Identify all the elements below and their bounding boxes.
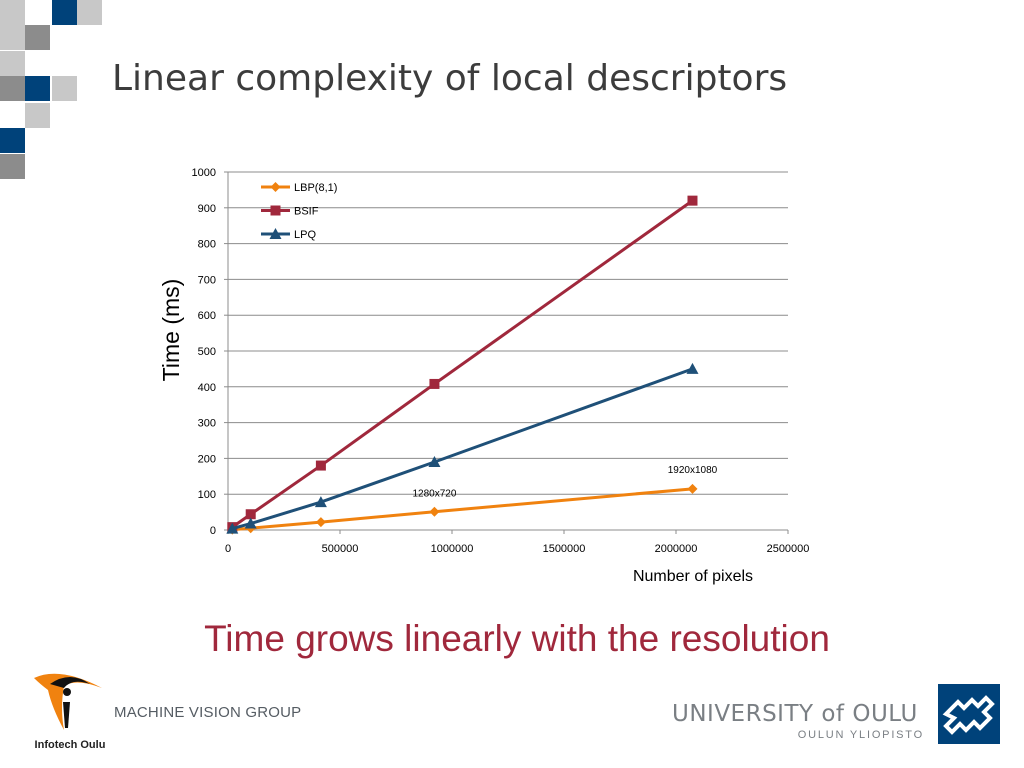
- data-point-bsif: [429, 378, 440, 389]
- y-tick-label: 700: [198, 274, 216, 286]
- data-point-lpq: [314, 496, 327, 508]
- group-name: MACHINE VISION GROUP: [114, 704, 302, 721]
- chart-legend: LBP(8,1) BSIF LPQ: [261, 182, 337, 241]
- y-tick-label: 1000: [192, 167, 216, 179]
- y-tick-label: 0: [210, 525, 216, 537]
- legend-label: LPQ: [294, 229, 316, 241]
- legend-marker: [269, 228, 282, 239]
- legend-label: LBP(8,1): [294, 182, 337, 194]
- y-tick-label: 300: [198, 418, 216, 430]
- legend-label: BSIF: [294, 206, 319, 218]
- data-point-lbp-8-1: [687, 483, 698, 494]
- x-tick-label: 2500000: [767, 543, 810, 555]
- y-tick-label: 600: [198, 310, 216, 322]
- y-tick-label: 100: [198, 489, 216, 501]
- y-axis-title: Time (ms): [158, 279, 184, 382]
- x-tick-label: 1500000: [543, 543, 586, 555]
- y-tick-label: 900: [198, 203, 216, 215]
- data-point-lpq: [226, 522, 239, 534]
- conclusion-text: Time grows linearly with the resolution: [204, 618, 830, 659]
- series-line-lpq: [231, 367, 693, 531]
- data-point-lpq: [686, 362, 699, 374]
- data-point-bsif: [315, 460, 326, 471]
- chart-grid: [228, 171, 788, 495]
- y-tick-label: 800: [198, 239, 216, 251]
- x-axis-title: Number of pixels: [633, 568, 753, 585]
- university-name: UNIVERSITY of OULU: [672, 701, 918, 727]
- decorative-squares: [0, 0, 110, 190]
- x-tick-label: 0: [225, 543, 231, 555]
- chart-labels: 0 100 200 300 400 500 600 700 800 900 1000 0 500000 1…: [158, 167, 809, 585]
- x-tick-label: 500000: [322, 543, 359, 555]
- data-point-lbp-8-1: [315, 517, 326, 528]
- y-tick-label: 500: [198, 346, 216, 358]
- x-tick-label: 1000000: [431, 543, 474, 555]
- data-point-bsif: [687, 195, 698, 206]
- line-chart: 0 100 200 300 400 500 600 700 800 900 1000 0 500000 1…: [158, 167, 809, 585]
- data-point-lpq: [428, 455, 441, 467]
- legend-marker: [270, 205, 281, 216]
- y-tick-label: 200: [198, 453, 216, 465]
- slide-title: Linear complexity of local descriptors: [112, 58, 788, 99]
- annotation-label: 1920x1080: [668, 465, 718, 476]
- data-point-lbp-8-1: [429, 506, 440, 517]
- data-point-bsif: [245, 509, 256, 520]
- series-line-bsif: [231, 199, 694, 529]
- chart-axes: [224, 171, 789, 534]
- infotech-oulu-logo-text: Infotech Oulu: [35, 739, 106, 751]
- y-tick-label: 400: [198, 382, 216, 394]
- data-point-lpq: [244, 517, 257, 529]
- annotation-label: 1280x720: [412, 488, 456, 499]
- chart-series: [226, 195, 699, 535]
- university-subtitle: OULUN YLIOPISTO: [797, 729, 924, 741]
- legend-marker: [270, 182, 281, 192]
- university-crest-icon: [938, 684, 1000, 744]
- x-tick-label: 2000000: [655, 543, 698, 555]
- infotech-oulu-logo: Infotech Oulu: [34, 673, 106, 751]
